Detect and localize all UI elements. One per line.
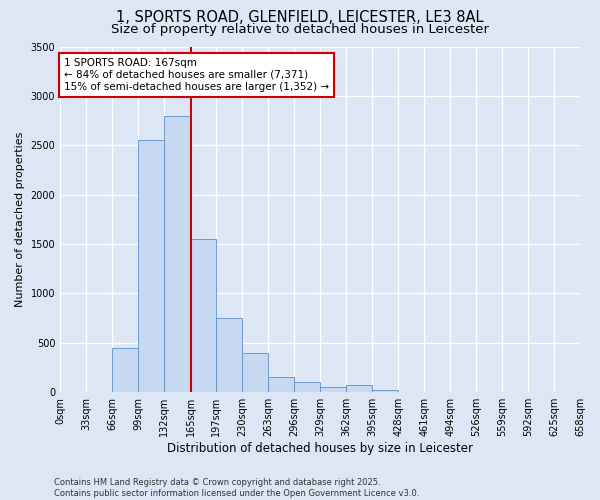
Text: 1 SPORTS ROAD: 167sqm
← 84% of detached houses are smaller (7,371)
15% of semi-d: 1 SPORTS ROAD: 167sqm ← 84% of detached …	[64, 58, 329, 92]
Bar	[112, 348, 139, 392]
Text: Contains HM Land Registry data © Crown copyright and database right 2025.
Contai: Contains HM Land Registry data © Crown c…	[54, 478, 419, 498]
Bar	[372, 390, 398, 392]
Bar	[139, 140, 164, 392]
Bar	[294, 382, 320, 392]
Y-axis label: Number of detached properties: Number of detached properties	[15, 132, 25, 307]
Bar	[242, 352, 268, 392]
Bar	[268, 378, 294, 392]
Text: 1, SPORTS ROAD, GLENFIELD, LEICESTER, LE3 8AL: 1, SPORTS ROAD, GLENFIELD, LEICESTER, LE…	[116, 10, 484, 25]
Bar	[346, 386, 372, 392]
Bar	[216, 318, 242, 392]
Bar	[191, 239, 216, 392]
X-axis label: Distribution of detached houses by size in Leicester: Distribution of detached houses by size …	[167, 442, 473, 455]
Bar	[164, 116, 191, 392]
Bar	[320, 388, 346, 392]
Text: Size of property relative to detached houses in Leicester: Size of property relative to detached ho…	[111, 22, 489, 36]
